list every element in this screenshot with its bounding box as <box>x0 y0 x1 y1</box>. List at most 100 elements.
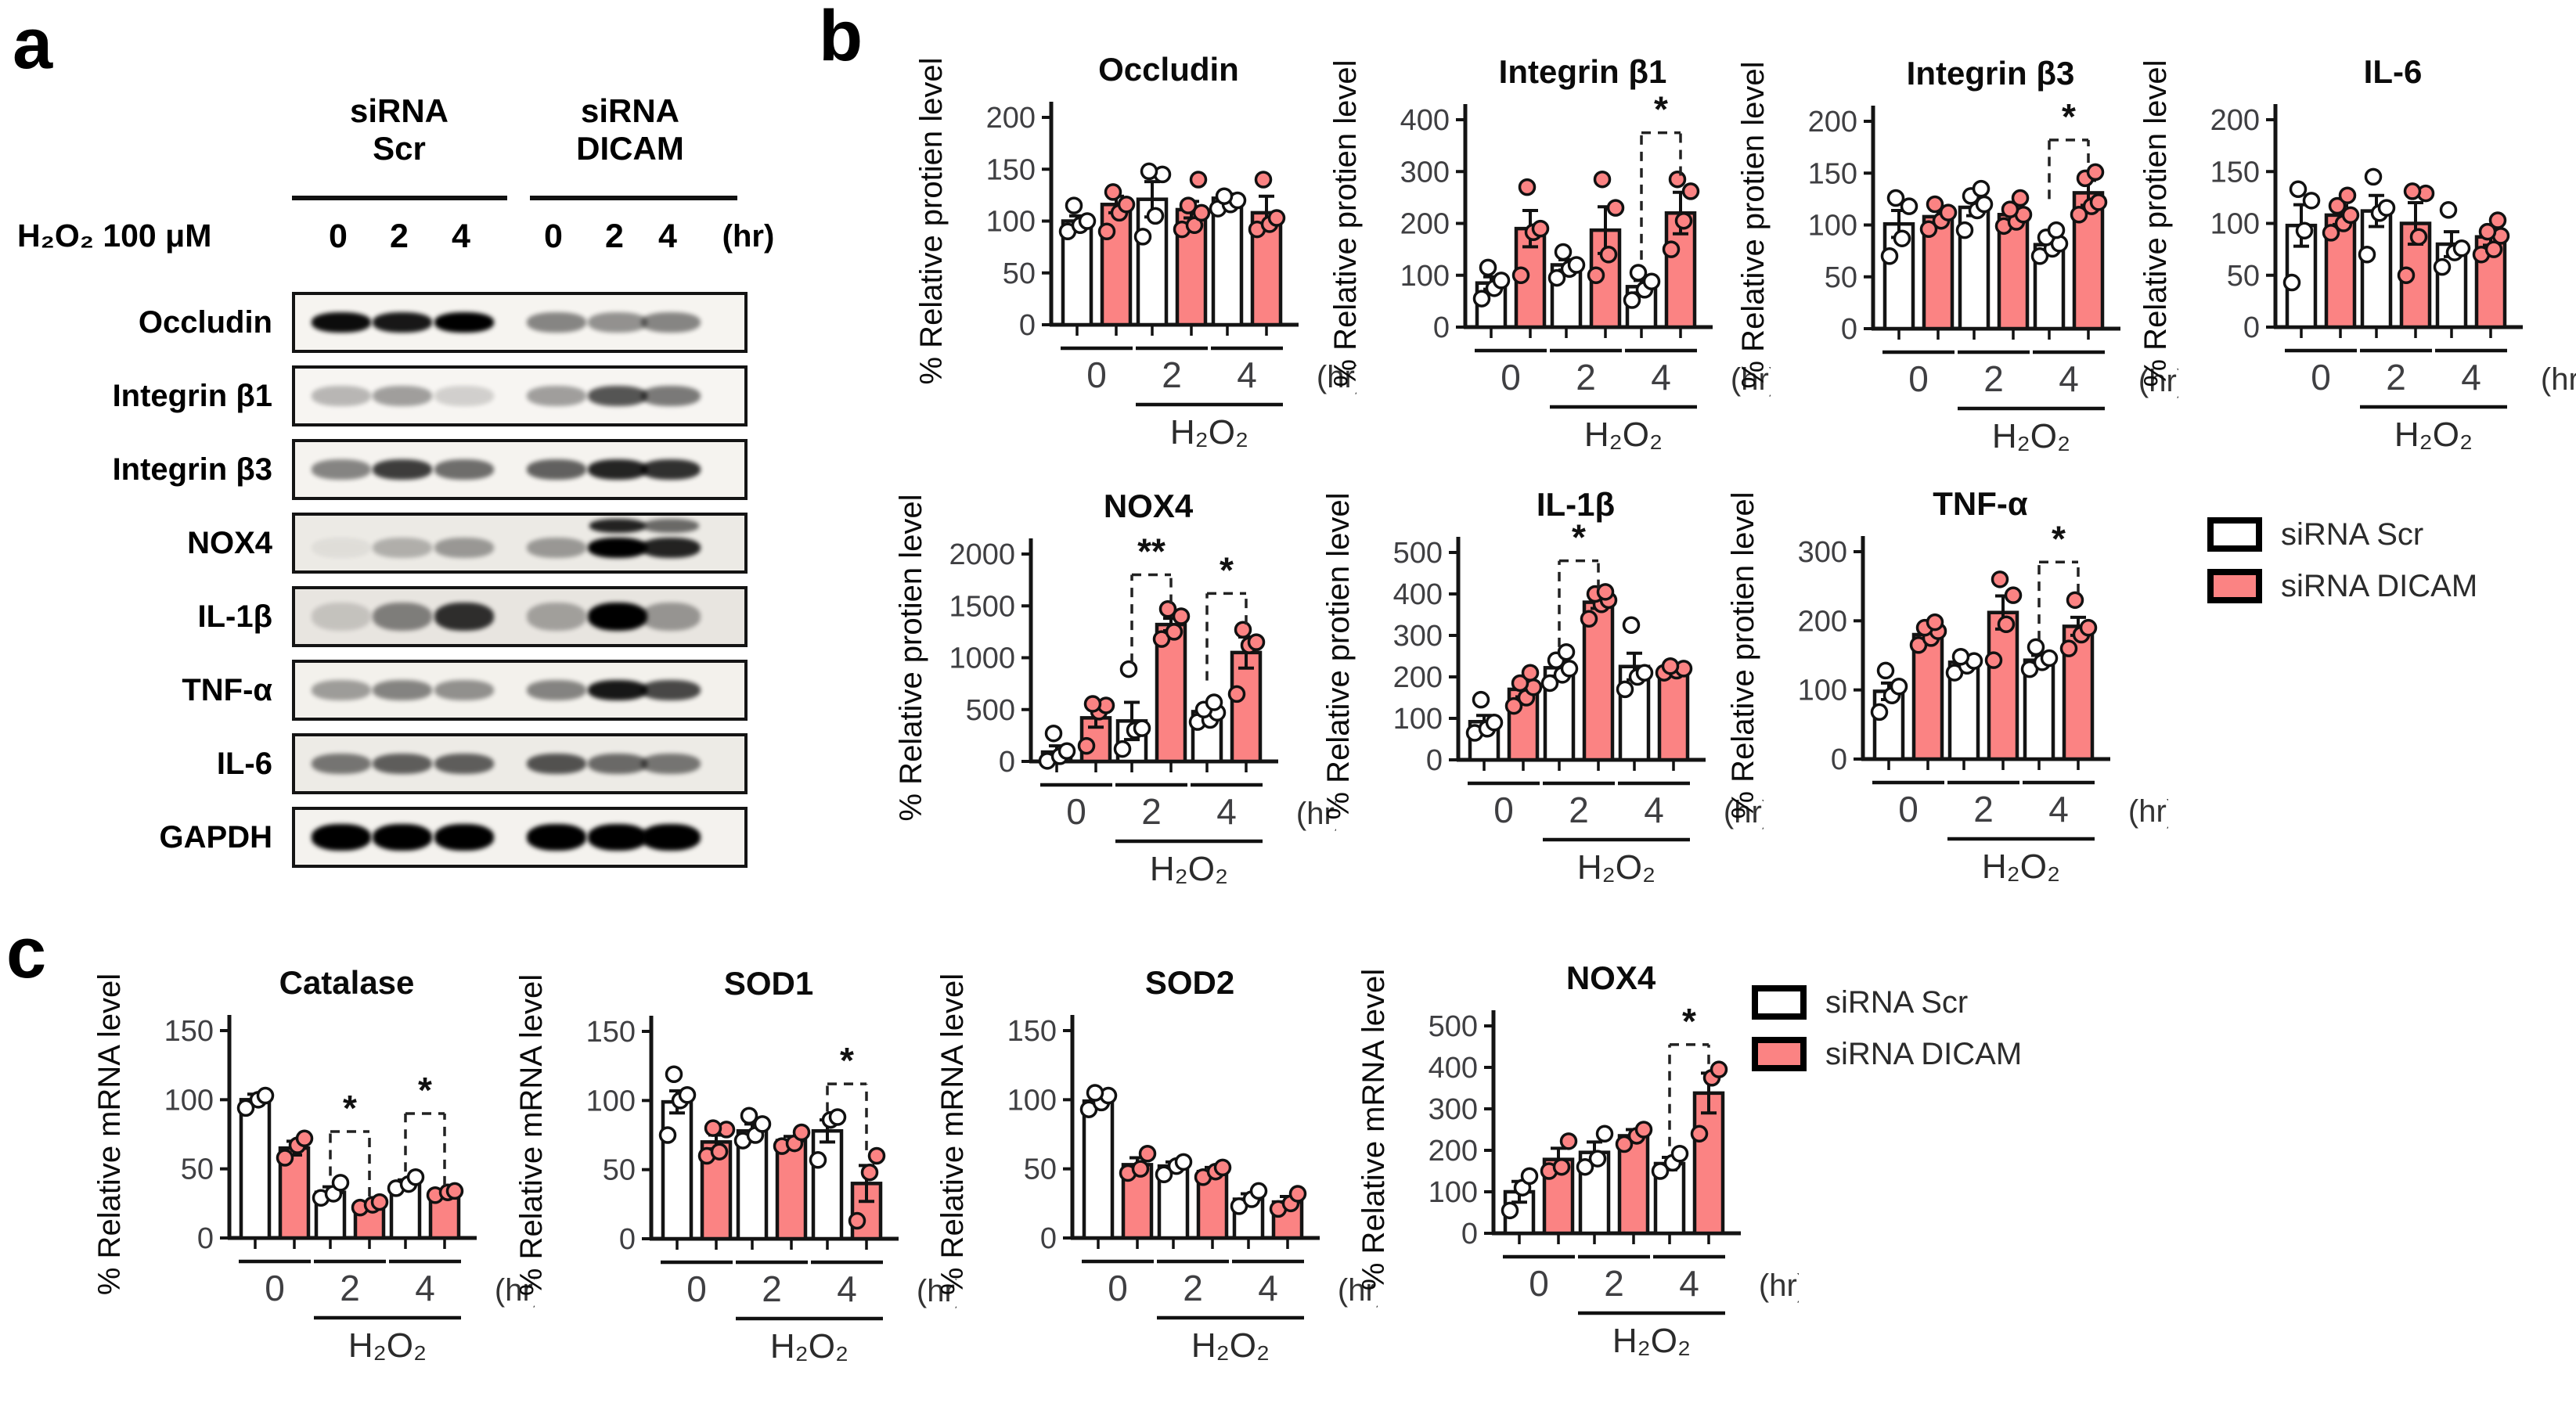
chart-svg: Occludin % Relative protien level 0 50 100 15… <box>914 51 1365 452</box>
data-point <box>1077 736 1096 755</box>
chart-title: NOX4 <box>1566 959 1656 996</box>
protein-band <box>312 459 371 480</box>
x-tick-label: 4 <box>415 1268 435 1308</box>
data-point <box>1876 661 1895 680</box>
data-point <box>710 1143 729 1161</box>
legend-item: siRNA DICAM <box>2207 568 2477 604</box>
chart-title: Occludin <box>1098 51 1239 88</box>
chart-nox4-mrna: NOX4 % Relative mRNA level 0 100 200 300 400 50… <box>1356 944 1807 1398</box>
data-point <box>1155 1165 1173 1183</box>
data-point <box>1629 264 1648 282</box>
y-tick-label: 300 <box>1798 536 1847 569</box>
protein-band <box>588 386 647 406</box>
protein-band <box>588 312 647 333</box>
y-tick-label: 0 <box>1019 309 1036 342</box>
data-point <box>1267 209 1286 227</box>
data-point <box>2403 182 2422 200</box>
y-tick-label: 150 <box>164 1015 214 1048</box>
data-point <box>256 1086 275 1105</box>
x-unit-label: (hr) <box>1759 1268 1799 1303</box>
protein-band <box>588 680 647 700</box>
data-point <box>792 1123 811 1142</box>
protein-band <box>588 754 647 774</box>
chart-title: NOX4 <box>1104 488 1194 524</box>
legend-swatch <box>1752 1037 1807 1071</box>
data-point <box>1580 610 1598 628</box>
x-tick-label: 2 <box>340 1268 360 1308</box>
legend-item-label: siRNA Scr <box>2281 516 2424 552</box>
data-point <box>1174 1153 1193 1171</box>
data-point <box>1119 660 1138 678</box>
bar <box>661 1099 694 1241</box>
bar <box>1664 211 1697 329</box>
chart-svg: NOX4 % Relative mRNA level 0 100 200 300 400 50… <box>1356 959 1807 1360</box>
group-label-sirna-dicam: siRNA DICAM <box>544 92 716 168</box>
x-tick-label: 0 <box>1493 790 1514 830</box>
x-tick-label: 4 <box>1651 357 1671 398</box>
data-point <box>1670 1144 1689 1163</box>
y-tick-label: 150 <box>1808 157 1857 190</box>
data-point <box>1117 196 1136 214</box>
data-point <box>1951 648 1970 666</box>
x-tick-label: 0 <box>1529 1263 1549 1304</box>
y-tick-label: 0 <box>1433 311 1450 344</box>
y-tick-label: 100 <box>1798 675 1847 707</box>
protein-band <box>641 603 701 631</box>
protein-band <box>312 538 371 558</box>
x-tick-label: 2 <box>2386 357 2406 398</box>
data-point <box>2030 247 2049 265</box>
bar <box>2360 209 2393 329</box>
chart-svg: IL-6 % Relative protien level 0 50 100 150 200… <box>2138 53 2576 454</box>
data-point <box>1623 291 1641 309</box>
data-point <box>1083 695 1102 713</box>
data-point <box>1972 179 1991 198</box>
protein-band <box>641 538 701 558</box>
data-point <box>1518 178 1537 196</box>
x-tick-label: 0 <box>1066 791 1086 832</box>
data-point <box>1890 678 1908 696</box>
x-tick-label: 2 <box>1183 1268 1203 1308</box>
legend-item-label: siRNA Scr <box>1825 984 1969 1020</box>
data-point <box>2089 193 2108 211</box>
protein-band <box>373 824 432 851</box>
x-tick-label: 2 <box>1162 354 1182 395</box>
y-tick-label: 100 <box>1429 1176 1478 1209</box>
protein-band <box>588 603 647 631</box>
data-point <box>2433 257 2452 276</box>
chart-il6: IL-6 % Relative protien level 0 50 100 150 200… <box>2138 38 2576 491</box>
protein-band-upper <box>589 519 646 533</box>
legend-item-label: siRNA DICAM <box>1825 1036 2023 1071</box>
data-point <box>2452 239 2471 257</box>
group-underline <box>292 196 507 200</box>
sig-label: * <box>1220 549 1234 590</box>
data-point <box>1078 212 1097 230</box>
y-tick-label: 300 <box>1429 1093 1478 1126</box>
group-label-sirna-scr: siRNA Scr <box>313 92 485 168</box>
data-point <box>740 1107 758 1125</box>
sig-label: ** <box>1137 531 1166 572</box>
y-axis-label: % Relative protien level <box>2142 60 2173 387</box>
panel-b-label: b <box>819 0 863 76</box>
protein-band <box>641 386 701 406</box>
data-point <box>1192 203 1211 222</box>
protein-band <box>527 312 586 333</box>
protein-band <box>588 824 647 851</box>
y-tick-label: 150 <box>2210 156 2260 189</box>
data-point <box>1662 240 1681 258</box>
protein-band <box>373 312 432 333</box>
y-axis-label: % Relative mRNA level <box>939 973 970 1295</box>
y-tick-label: 100 <box>2210 208 2260 241</box>
x-tick-label: 4 <box>2461 357 2481 398</box>
data-point <box>1485 714 1504 732</box>
data-point <box>1138 1144 1157 1163</box>
data-point <box>1254 171 1273 189</box>
data-point <box>1215 187 1234 205</box>
data-point <box>1492 272 1511 290</box>
panel-c-label: c <box>6 913 47 993</box>
x-tick-label: 2 <box>1141 791 1162 832</box>
y-tick-label: 100 <box>1007 1084 1057 1117</box>
protein-band <box>527 680 586 700</box>
y-tick-label: 0 <box>1426 744 1443 777</box>
data-point <box>1501 1201 1519 1220</box>
